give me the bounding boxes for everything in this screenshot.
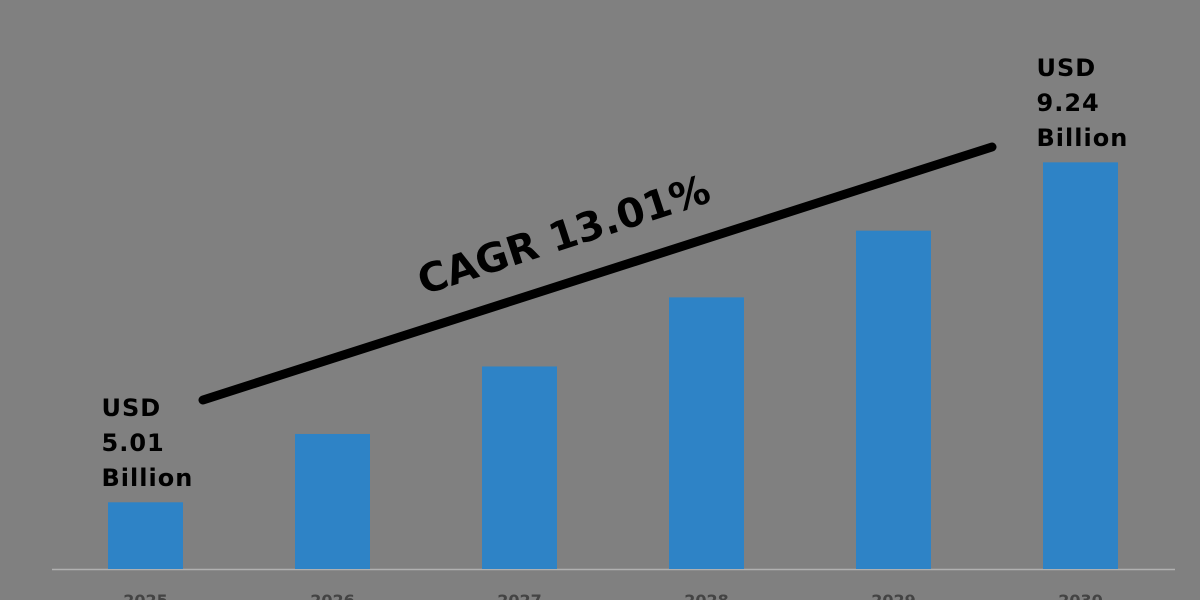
- value-label: USD 5.01 Billion: [101, 394, 194, 493]
- x-tick-label: 2029: [871, 591, 916, 600]
- cagr-arrow: [198, 142, 997, 405]
- bar: [669, 297, 744, 569]
- bar: [856, 230, 931, 569]
- x-tick-label: 2030: [1058, 591, 1103, 600]
- bar: [482, 366, 557, 569]
- x-tick-label: 2026: [310, 591, 355, 600]
- bar: [1043, 162, 1118, 570]
- bar: [295, 433, 370, 569]
- x-tick-label: 2028: [684, 591, 729, 600]
- bar: [108, 502, 183, 569]
- x-tick-label: 2025: [123, 591, 168, 600]
- x-tick-label: 2027: [497, 591, 542, 600]
- value-label: USD 9.24 Billion: [1036, 54, 1129, 153]
